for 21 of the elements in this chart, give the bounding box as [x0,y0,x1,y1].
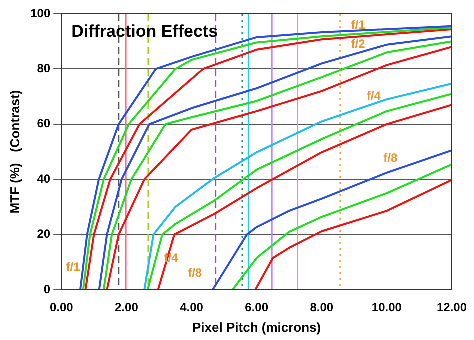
x-tick-label: 12.00 [436,300,468,315]
annotation: f/1 [66,260,80,274]
y-axis-title: MTF (%) (Contrast) [7,90,22,214]
y-tick-label: 100 [30,6,51,20]
annotation: f/4 [366,88,381,103]
x-tick-label: 8.00 [310,300,334,315]
x-tick-label: 10.00 [372,300,402,315]
annotation: f/8 [188,266,202,280]
y-tick-label: 60 [37,116,51,131]
y-tick-label: 40 [37,172,51,186]
annotation: f/1 [351,18,366,32]
annotation: f/2 [351,36,366,51]
x-axis-title: Pixel Pitch (microns) [192,320,322,335]
y-tick-label: 0 [44,282,51,296]
x-tick-label: 2.00 [115,300,139,315]
x-tick-label: 6.00 [245,300,269,315]
y-tick-label: 80 [37,62,51,76]
annotation: f/8 [384,150,398,165]
y-tick-label: 20 [37,227,51,242]
x-tick-label: 0.00 [50,300,74,315]
x-tick-label: 4.00 [180,300,204,315]
